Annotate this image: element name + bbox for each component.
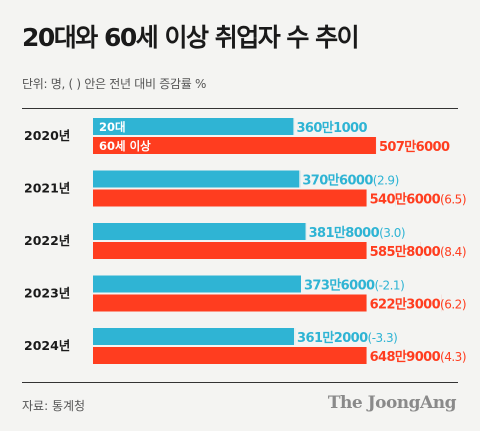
bar-60plus bbox=[93, 242, 421, 259]
value-label-bg bbox=[366, 294, 442, 312]
value-label-bg bbox=[293, 118, 295, 135]
source-note: 자료: 통계청 bbox=[22, 399, 86, 413]
value-label: 381만8000(3.0) bbox=[309, 225, 405, 241]
legend-label: 60세 이상 bbox=[99, 139, 151, 153]
value-label-bg bbox=[366, 242, 421, 259]
value-label-bg bbox=[366, 347, 456, 364]
value-label: 540만6000(6.5) bbox=[370, 192, 466, 208]
value-label-bg bbox=[366, 189, 396, 207]
value-label: 507만6000 bbox=[379, 139, 450, 155]
bottom-rule bbox=[22, 382, 458, 383]
value-label-bg bbox=[300, 275, 302, 293]
bar-60plus bbox=[93, 294, 442, 312]
value-label: 361만2000(-3.3) bbox=[297, 330, 397, 346]
year-label: 2021년 bbox=[24, 181, 70, 196]
value-label: 373만6000(-2.1) bbox=[304, 278, 404, 294]
bar-60plus bbox=[93, 189, 396, 207]
value-label-bg bbox=[375, 137, 377, 154]
bar-20s bbox=[93, 223, 307, 240]
year-label: 2022년 bbox=[24, 233, 70, 248]
brand-logo: The JoongAng bbox=[327, 393, 457, 413]
year-label: 2023년 bbox=[24, 286, 70, 301]
value-label: 585만8000(8.4) bbox=[370, 244, 466, 260]
value-label: 622만3000(6.2) bbox=[370, 297, 466, 313]
bar-60plus bbox=[93, 347, 456, 364]
value-label-bg bbox=[305, 223, 307, 240]
year-label: 2020년 bbox=[24, 128, 70, 143]
chart-subtitle: 단위: 명, ( ) 안은 전년 대비 증감률 % bbox=[22, 77, 207, 91]
value-label-bg bbox=[299, 170, 301, 188]
value-label: 360만1000 bbox=[296, 120, 367, 136]
bar-20s bbox=[93, 275, 302, 293]
legend-label: 20대 bbox=[99, 120, 126, 134]
bar-60plus bbox=[93, 137, 377, 154]
bar-20s bbox=[93, 170, 301, 188]
value-label: 370만6000(2.9) bbox=[302, 173, 398, 189]
chart-title: 20대와 60세 이상 취업자 수 추이 bbox=[22, 23, 360, 52]
bar-20s bbox=[93, 328, 296, 345]
bar-20s bbox=[93, 118, 295, 135]
value-label-bg bbox=[294, 328, 296, 345]
top-rule bbox=[22, 108, 458, 109]
value-label: 648만9000(4.3) bbox=[370, 349, 466, 365]
year-label: 2024년 bbox=[24, 338, 70, 353]
